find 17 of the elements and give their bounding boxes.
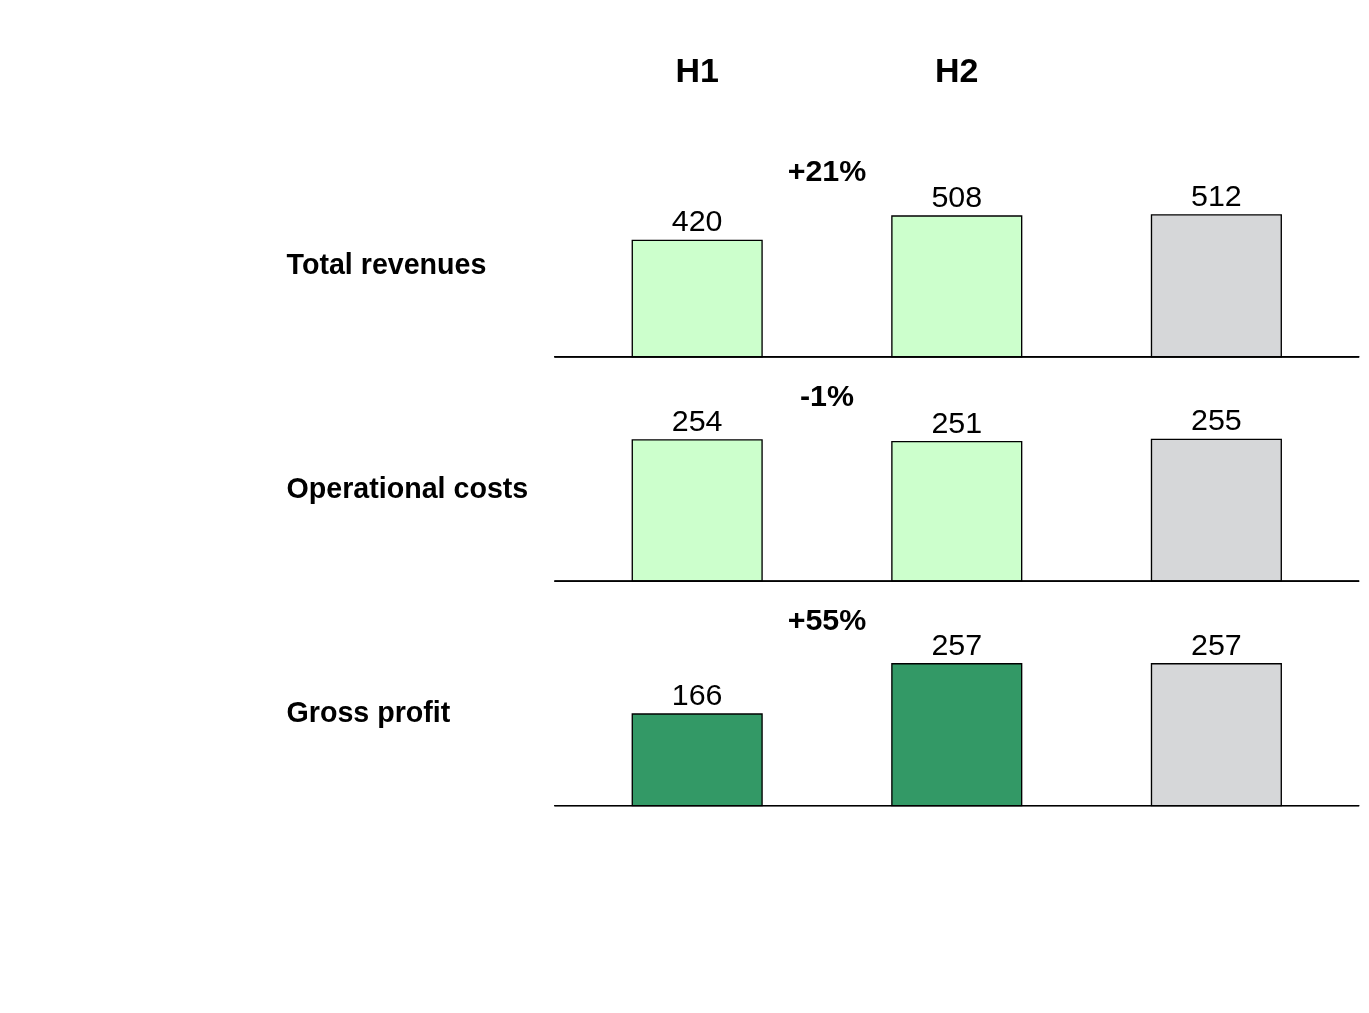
text: -1% bbox=[799, 377, 854, 412]
text: +55% bbox=[787, 602, 867, 637]
data-label: 254 bbox=[671, 402, 723, 437]
data-label: 512 bbox=[1191, 177, 1242, 212]
data-label: 508 bbox=[931, 179, 983, 214]
text: +21% bbox=[787, 153, 867, 188]
data-label: 255 bbox=[1191, 402, 1242, 437]
data-label: 166 bbox=[671, 677, 723, 712]
data-label: 257 bbox=[1191, 626, 1242, 661]
x-tick-label: H2 bbox=[935, 50, 979, 89]
data-label: 257 bbox=[931, 626, 983, 661]
y-axis-title: Operational costs bbox=[286, 472, 529, 505]
x-tick-label: H1 bbox=[675, 50, 719, 89]
data-label: 251 bbox=[931, 404, 983, 439]
y-axis-title: Gross profit bbox=[286, 696, 451, 729]
y-axis-title: Total revenues bbox=[286, 247, 487, 280]
data-label: 420 bbox=[671, 203, 723, 238]
